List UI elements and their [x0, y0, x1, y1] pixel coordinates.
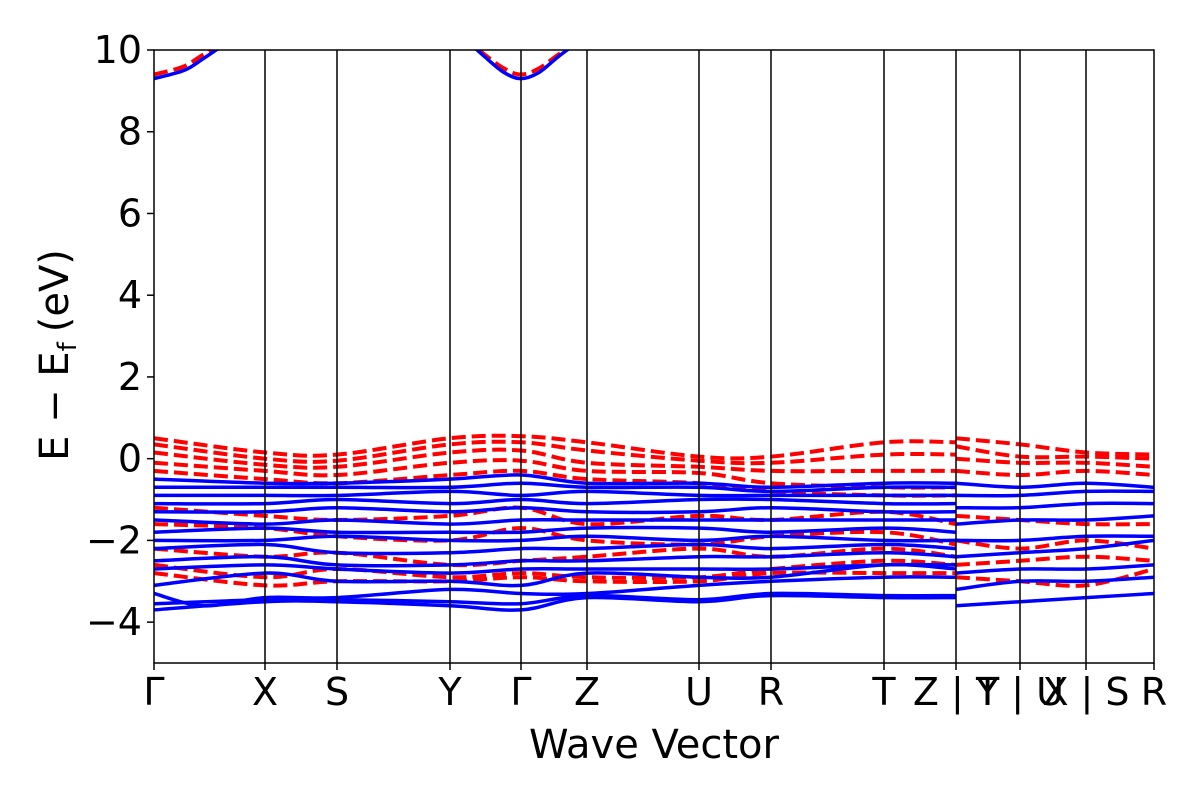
- y-tick-label: −2: [86, 518, 142, 562]
- blue-solid-series: [154, 50, 1154, 612]
- blue-band-12: [154, 505, 957, 515]
- red-band-8: [154, 522, 957, 547]
- blue-band-24: [955, 489, 1154, 498]
- red-band-0: [154, 50, 216, 77]
- red-band-3: [154, 439, 957, 466]
- kpath-lines: [264, 50, 1087, 663]
- x-tick-label: T: [871, 670, 896, 714]
- blue-band-7: [154, 550, 957, 568]
- blue-band-0: [154, 50, 220, 81]
- blue-band-9: [154, 534, 957, 543]
- blue-band-6: [154, 562, 957, 575]
- x-tick-label: Γ: [510, 670, 531, 714]
- y-axis-label-unit: (eV): [32, 249, 78, 332]
- red-band-16: [955, 513, 1154, 527]
- x-tick-label: U: [685, 670, 713, 714]
- blue-band-14: [154, 489, 956, 498]
- y-tick-label: 6: [118, 191, 142, 235]
- x-tick-label: T | U: [975, 670, 1064, 715]
- blue-band-10: [154, 525, 957, 535]
- x-tick-label: R: [1141, 670, 1167, 714]
- y-tick-label: 0: [118, 437, 142, 481]
- blue-band-11: [154, 517, 956, 526]
- y-tick-label: −4: [86, 600, 142, 644]
- blue-band-23: [955, 501, 1154, 510]
- x-tick-label: X: [252, 670, 278, 714]
- x-tick-label: Z | Y: [913, 670, 1000, 715]
- x-tick-label: S: [325, 670, 349, 714]
- y-axis-label-subscript: f: [53, 341, 83, 351]
- red-band-15: [955, 468, 1154, 478]
- x-tick-label: Y: [437, 670, 462, 714]
- y-axis: −4 −2 0 2 4 6 8 10: [86, 28, 154, 644]
- x-tick-label: X | S: [1042, 670, 1129, 715]
- red-band-14: [955, 456, 1154, 469]
- red-band-7: [154, 505, 957, 527]
- y-axis-label: E − Ef (eV): [32, 249, 83, 461]
- blue-band-20: [955, 538, 1154, 559]
- blue-band-18: [955, 575, 1154, 592]
- blue-band-5: [154, 562, 957, 588]
- red-band-2: [154, 433, 957, 461]
- blue-band-15: [154, 481, 957, 494]
- blue-band-25: [955, 481, 1154, 490]
- plot-frame: [153, 49, 1155, 664]
- x-tick-label: R: [758, 670, 784, 714]
- red-band-12: [955, 436, 1154, 457]
- red-band-13: [955, 444, 1154, 461]
- y-tick-label: 8: [118, 110, 142, 154]
- x-axis-label: Wave Vector: [529, 722, 780, 768]
- red-band-19: [955, 567, 1154, 588]
- y-axis-label-main: E − E: [32, 351, 78, 461]
- y-tick-label: 2: [118, 355, 142, 399]
- blue-band-19: [955, 563, 1154, 575]
- blue-band-22: [955, 514, 1154, 526]
- red-band-18: [955, 554, 1154, 567]
- red-dashed-series: [154, 50, 1154, 588]
- y-tick-label: 4: [118, 273, 142, 317]
- blue-band-17: [955, 591, 1154, 608]
- blue-band-16: [154, 473, 957, 490]
- x-tick-label: Z: [574, 670, 600, 714]
- blue-band-21: [955, 534, 1154, 543]
- y-tick-label: 10: [94, 28, 142, 72]
- blue-band-8: [154, 542, 957, 556]
- red-band-4: [154, 447, 956, 474]
- blue-band-13: [154, 497, 957, 506]
- x-tick-label: Γ: [143, 670, 164, 714]
- bands-layer: [154, 50, 1154, 612]
